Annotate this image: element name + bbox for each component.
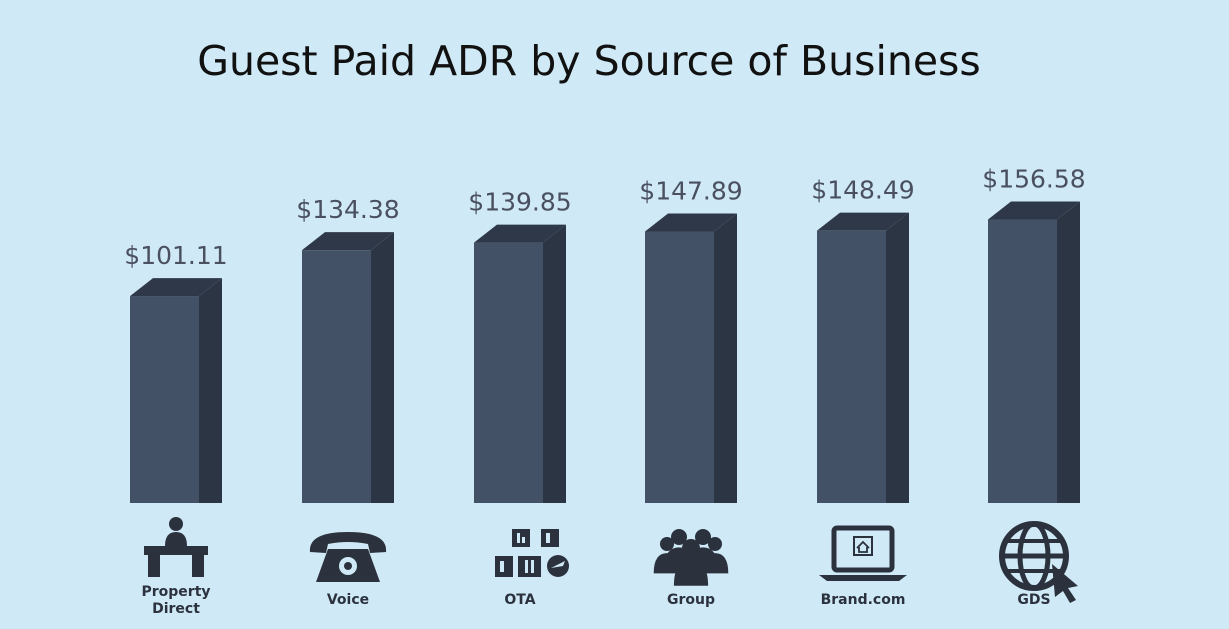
- value-labels-group: $101.11 $134.38 $139.85 $147.89 $148.49 $156.…: [124, 165, 1085, 271]
- category-icons-group: [144, 517, 1078, 603]
- bar-group: [645, 213, 737, 504]
- globe-cursor-icon: [999, 521, 1078, 603]
- bars-group: [130, 201, 1080, 504]
- ota-logos-icon: [495, 529, 569, 577]
- bar-gds: [988, 201, 1080, 504]
- telephone-icon: [309, 532, 387, 582]
- value-label: $147.89: [639, 177, 742, 206]
- front-desk-icon: [144, 517, 208, 577]
- chart-title: Guest Paid ADR by Source of Business: [197, 37, 981, 85]
- category-label: GDS: [1017, 592, 1050, 608]
- value-label: $139.85: [468, 188, 571, 217]
- bar-voice: [302, 232, 394, 504]
- category-label: Direct: [152, 601, 200, 617]
- bar-ota: [474, 224, 566, 503]
- category-label: Property: [141, 584, 210, 600]
- group-icon: [653, 529, 729, 586]
- category-label: OTA: [504, 592, 535, 608]
- bar-property-direct: [130, 278, 222, 503]
- category-label: Brand.com: [821, 592, 906, 608]
- value-label: $101.11: [124, 241, 227, 270]
- value-label: $156.58: [982, 165, 1085, 194]
- value-label: $134.38: [296, 195, 399, 224]
- laptop-home-icon: [819, 525, 907, 581]
- value-label: $148.49: [811, 176, 914, 205]
- category-label: Voice: [327, 592, 369, 608]
- category-label: Group: [667, 592, 715, 608]
- bar-brand-com: [817, 212, 909, 503]
